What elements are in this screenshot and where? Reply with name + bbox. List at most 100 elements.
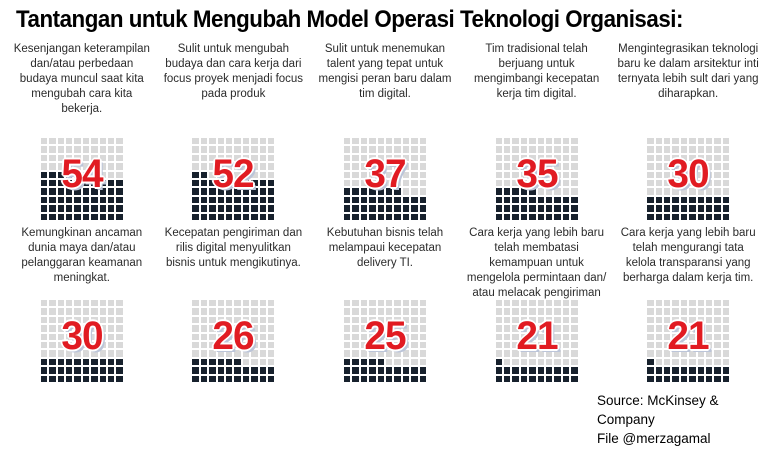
waffle-square <box>722 154 730 162</box>
waffle-square <box>419 213 426 220</box>
waffle-square <box>107 358 115 366</box>
waffle-square <box>242 196 250 204</box>
waffle-square <box>225 342 233 349</box>
waffle-square <box>672 163 679 170</box>
waffle-square <box>57 358 64 366</box>
waffle-square <box>251 171 258 178</box>
waffle-square <box>672 350 679 357</box>
waffle-square <box>242 308 250 315</box>
waffle-square <box>234 333 241 340</box>
waffle-square <box>74 163 81 170</box>
waffle-square <box>722 350 730 357</box>
waffle-square <box>562 138 570 145</box>
waffle-square <box>217 316 224 324</box>
waffle-square <box>705 358 713 366</box>
challenge-value: 35 <box>515 152 558 196</box>
waffle-square <box>352 180 359 187</box>
waffle-square <box>512 325 519 332</box>
waffle-square <box>225 333 233 340</box>
waffle-square <box>40 308 48 315</box>
waffle-square <box>343 367 351 374</box>
waffle-square <box>672 308 679 315</box>
waffle-square <box>419 358 426 366</box>
waffle-square <box>663 300 671 307</box>
waffle-square <box>722 138 730 145</box>
waffle-square <box>242 367 250 374</box>
waffle-square <box>99 196 106 204</box>
waffle-square <box>689 163 696 170</box>
waffle-square <box>419 333 426 340</box>
waffle-square <box>107 375 115 382</box>
waffle-square <box>672 205 679 212</box>
waffle-square <box>91 333 98 340</box>
waffle-square <box>116 308 123 315</box>
waffle-square <box>545 163 553 170</box>
waffle-square <box>49 325 56 332</box>
waffle-square <box>714 367 721 374</box>
waffle-square <box>116 333 123 340</box>
waffle-square <box>663 138 671 145</box>
waffle-square <box>394 138 401 145</box>
waffle-square <box>49 146 56 153</box>
waffle-square <box>40 180 48 187</box>
waffle-square <box>697 154 704 162</box>
waffle-square <box>385 342 393 349</box>
waffle-square <box>343 154 351 162</box>
waffle-square <box>394 163 401 170</box>
waffle-square <box>49 163 56 170</box>
waffle-square <box>697 138 704 145</box>
waffle-square <box>537 180 544 187</box>
waffle-square <box>377 300 384 307</box>
waffle-square <box>209 342 216 349</box>
waffle-square <box>529 375 536 382</box>
waffle-square <box>495 375 502 382</box>
waffle-square <box>343 163 351 170</box>
waffle-square <box>107 171 115 178</box>
waffle-square <box>377 213 384 220</box>
waffle-square <box>647 196 654 204</box>
waffle-square <box>369 138 376 145</box>
waffle-square <box>503 196 511 204</box>
waffle-chart: 37 <box>343 138 426 220</box>
waffle-square <box>242 188 250 195</box>
waffle-square <box>377 350 384 357</box>
waffle-square <box>411 154 418 162</box>
waffle-square <box>714 316 721 324</box>
waffle-square <box>369 316 376 324</box>
challenge-card: Sulit untuk menemukan talent yang tepat … <box>311 40 459 220</box>
waffle-square <box>74 333 81 340</box>
waffle-square <box>411 333 418 340</box>
waffle-square <box>402 205 410 212</box>
waffle-square <box>217 138 224 145</box>
waffle-square <box>545 358 553 366</box>
waffle-square <box>200 180 208 187</box>
waffle-square <box>394 358 401 366</box>
waffle-square <box>529 146 536 153</box>
waffle-square <box>267 196 275 204</box>
waffle-square <box>343 138 351 145</box>
waffle-square <box>411 375 418 382</box>
waffle-square <box>419 205 426 212</box>
waffle-square <box>503 300 511 307</box>
waffle-square <box>217 180 224 187</box>
waffle-square <box>343 213 351 220</box>
waffle-square <box>411 205 418 212</box>
challenge-card: Tim tradisional telah berjuang untuk men… <box>463 40 611 220</box>
waffle-square <box>503 188 511 195</box>
waffle-square <box>663 213 671 220</box>
waffle-square <box>663 342 671 349</box>
waffle-square <box>360 333 368 340</box>
waffle-square <box>705 146 713 153</box>
waffle-square <box>65 308 73 315</box>
waffle-square <box>680 138 688 145</box>
waffle-square <box>49 342 56 349</box>
waffle-square <box>571 300 578 307</box>
waffle-square <box>82 367 90 374</box>
waffle-square <box>360 146 368 153</box>
waffle-square <box>512 163 519 170</box>
waffle-square <box>65 316 73 324</box>
waffle-square <box>65 196 73 204</box>
waffle-square <box>495 350 502 357</box>
waffle-square <box>680 358 688 366</box>
waffle-square <box>251 188 258 195</box>
